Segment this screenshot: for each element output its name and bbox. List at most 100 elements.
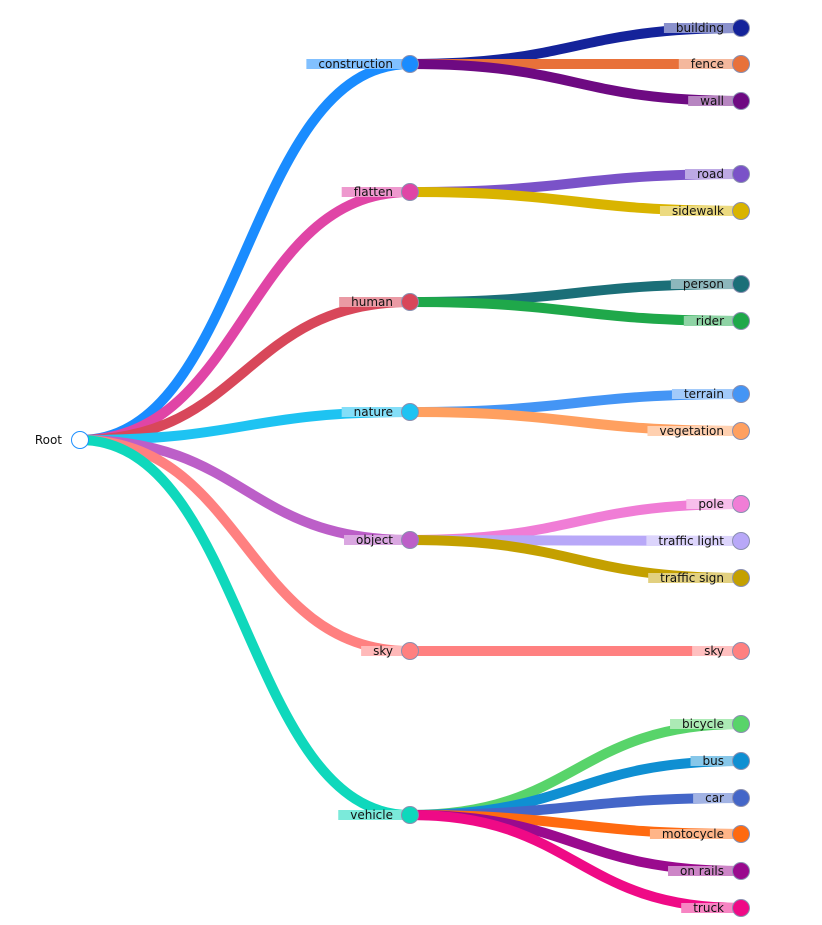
leaf-node-construction-building[interactable]	[732, 19, 750, 37]
group-node-human[interactable]	[401, 293, 419, 311]
leaf-node-construction-fence[interactable]	[732, 55, 750, 73]
group-label-object-bg	[344, 535, 403, 545]
group-label-flatten-group: flatten	[341, 185, 403, 199]
root-node[interactable]	[71, 431, 89, 449]
leaf-label-flatten-road-group: road	[685, 167, 734, 181]
leaf-label-construction-fence: fence	[691, 57, 724, 71]
link-root-to-construction	[79, 59, 411, 445]
group-label-construction: construction	[318, 57, 393, 71]
leaf-label-nature-terrain-bg	[671, 389, 734, 399]
leaf-node-vehicle-on-rails[interactable]	[732, 862, 750, 880]
leaf-label-vehicle-bus-bg	[690, 756, 734, 766]
leaf-label-vehicle-on-rails-bg	[668, 866, 734, 876]
leaf-label-sky-sky: sky	[704, 644, 724, 658]
leaf-label-nature-vegetation-group: vegetation	[647, 424, 734, 438]
leaf-label-object-traffic-sign: traffic sign	[660, 571, 724, 585]
group-node-sky[interactable]	[401, 642, 419, 660]
leaf-node-sky-sky[interactable]	[732, 642, 750, 660]
leaf-label-vehicle-bicycle: bicycle	[682, 717, 724, 731]
leaf-label-vehicle-on-rails: on rails	[680, 864, 724, 878]
leaf-label-object-traffic-light-bg	[646, 536, 734, 546]
leaf-label-nature-vegetation: vegetation	[659, 424, 724, 438]
leaf-node-vehicle-truck[interactable]	[732, 899, 750, 917]
group-node-object[interactable]	[401, 531, 419, 549]
leaf-label-vehicle-bicycle-bg	[670, 719, 734, 729]
group-label-sky-group: sky	[361, 644, 403, 658]
leaf-node-vehicle-car[interactable]	[732, 789, 750, 807]
nodes-layer: construction building fence wall flatten road…	[35, 19, 750, 917]
link-root-to-sky	[79, 435, 411, 656]
group-label-vehicle-group: vehicle	[338, 808, 403, 822]
link-root-to-human	[79, 297, 411, 445]
leaf-label-construction-building-bg	[663, 23, 734, 33]
leaf-label-object-traffic-sign-group: traffic sign	[648, 571, 734, 585]
link-construction-to-wall	[409, 59, 742, 106]
group-node-vehicle[interactable]	[401, 806, 419, 824]
leaf-label-construction-wall-group: wall	[688, 94, 734, 108]
leaf-node-flatten-road[interactable]	[732, 165, 750, 183]
leaf-label-flatten-sidewalk-bg	[659, 206, 734, 216]
leaf-node-human-rider[interactable]	[732, 312, 750, 330]
leaf-label-vehicle-motocycle-bg	[649, 829, 734, 839]
leaf-label-flatten-sidewalk: sidewalk	[672, 204, 724, 218]
leaf-label-vehicle-car-group: car	[693, 791, 734, 805]
leaf-label-human-rider-group: rider	[683, 314, 734, 328]
group-label-sky-bg	[361, 646, 403, 656]
leaf-label-construction-fence-bg	[678, 59, 734, 69]
group-label-object: object	[356, 533, 393, 547]
leaf-label-human-person-group: person	[670, 277, 734, 291]
group-node-construction[interactable]	[401, 55, 419, 73]
group-label-flatten-bg	[341, 187, 403, 197]
leaf-label-object-pole-bg	[686, 499, 734, 509]
leaf-node-object-traffic-light[interactable]	[732, 532, 750, 550]
leaf-label-human-person-bg	[670, 279, 734, 289]
leaf-label-vehicle-truck-bg	[681, 903, 734, 913]
group-label-nature: nature	[354, 405, 393, 419]
group-label-sky: sky	[373, 644, 393, 658]
leaf-label-vehicle-bus-group: bus	[690, 754, 734, 768]
leaf-node-vehicle-bus[interactable]	[732, 752, 750, 770]
leaf-label-object-pole: pole	[698, 497, 724, 511]
leaf-node-nature-vegetation[interactable]	[732, 422, 750, 440]
group-node-flatten[interactable]	[401, 183, 419, 201]
leaf-node-nature-terrain[interactable]	[732, 385, 750, 403]
leaf-label-flatten-road: road	[697, 167, 724, 181]
leaf-node-object-traffic-sign[interactable]	[732, 569, 750, 587]
link-root-to-object	[79, 435, 411, 545]
leaf-node-vehicle-bicycle[interactable]	[732, 715, 750, 733]
leaf-label-construction-building: building	[676, 21, 724, 35]
group-label-vehicle: vehicle	[350, 808, 393, 822]
leaf-node-vehicle-motocycle[interactable]	[732, 825, 750, 843]
leaf-label-nature-vegetation-bg	[647, 426, 734, 436]
links-layer	[79, 23, 742, 913]
group-label-human-bg	[339, 297, 403, 307]
leaf-node-human-person[interactable]	[732, 275, 750, 293]
leaf-label-vehicle-bus: bus	[703, 754, 724, 768]
leaf-label-nature-terrain-group: terrain	[671, 387, 734, 401]
leaf-label-human-rider: rider	[696, 314, 724, 328]
leaf-node-object-pole[interactable]	[732, 495, 750, 513]
leaf-label-object-traffic-light-group: traffic light	[646, 534, 734, 548]
leaf-node-flatten-sidewalk[interactable]	[732, 202, 750, 220]
group-label-construction-bg	[306, 59, 403, 69]
leaf-label-construction-building-group: building	[663, 21, 734, 35]
leaf-label-vehicle-on-rails-group: on rails	[668, 864, 734, 878]
leaf-node-construction-wall[interactable]	[732, 92, 750, 110]
group-label-nature-bg	[341, 407, 403, 417]
group-label-construction-group: construction	[306, 57, 403, 71]
leaf-label-vehicle-bicycle-group: bicycle	[670, 717, 734, 731]
leaf-label-construction-fence-group: fence	[678, 57, 734, 71]
leaf-label-construction-wall-bg	[688, 96, 734, 106]
group-label-human: human	[351, 295, 393, 309]
group-label-vehicle-bg	[338, 810, 403, 820]
leaf-label-sky-sky-group: sky	[692, 644, 734, 658]
leaf-label-vehicle-motocycle-group: motocycle	[649, 827, 734, 841]
leaf-label-flatten-road-bg	[685, 169, 734, 179]
leaf-label-vehicle-truck: truck	[693, 901, 724, 915]
leaf-label-vehicle-truck-group: truck	[681, 901, 734, 915]
leaf-label-nature-terrain: terrain	[684, 387, 724, 401]
leaf-label-sky-sky-bg	[692, 646, 734, 656]
leaf-label-construction-wall: wall	[700, 94, 724, 108]
group-node-nature[interactable]	[401, 403, 419, 421]
leaf-label-vehicle-motocycle: motocycle	[662, 827, 724, 841]
